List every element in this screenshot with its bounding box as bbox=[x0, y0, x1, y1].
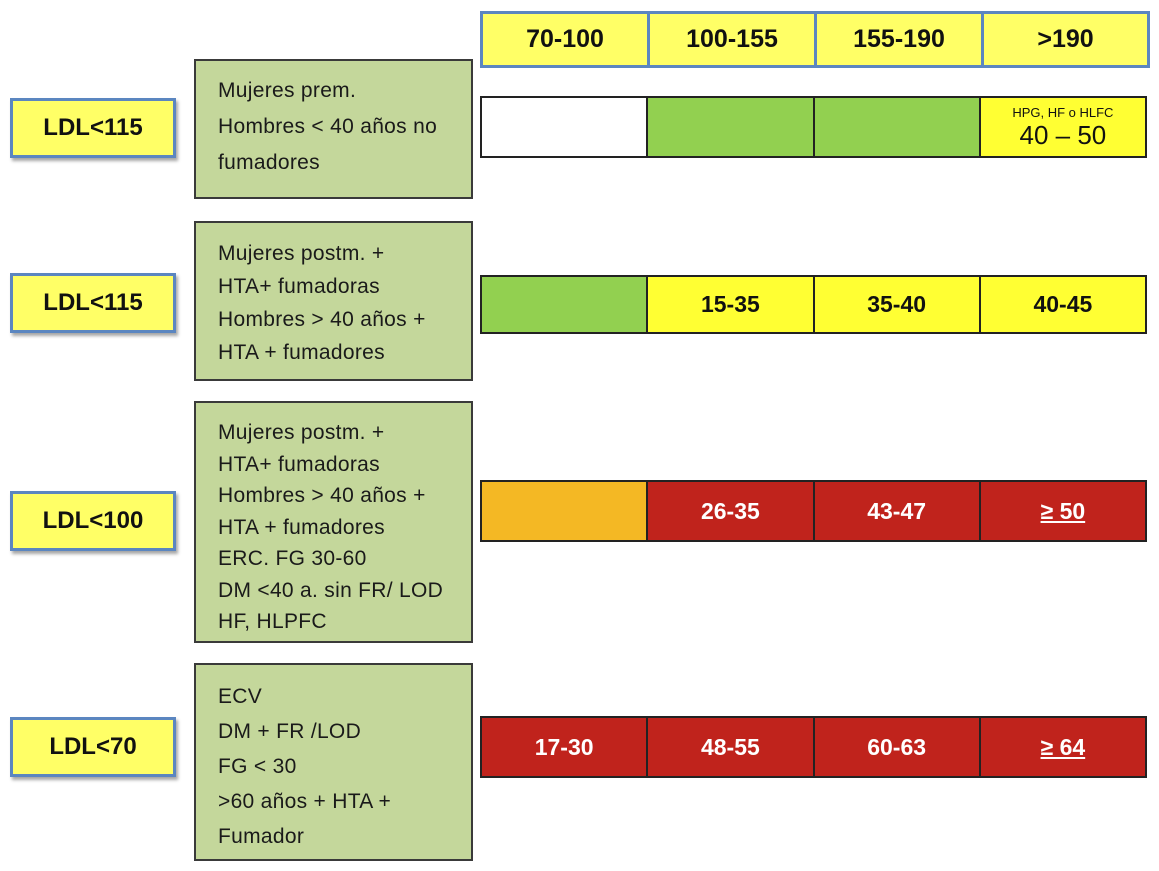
risk-cell: 35-40 bbox=[814, 277, 981, 332]
description-line: Fumador bbox=[218, 825, 305, 848]
description-line: HTA+ fumadoras bbox=[218, 452, 380, 476]
risk-cell-value: 40 – 50 bbox=[1019, 120, 1107, 150]
description-row-1: Mujeres prem. Hombres < 40 años no fumad… bbox=[194, 59, 473, 199]
risk-cell: 60-63 bbox=[814, 718, 981, 776]
description-line: Mujeres prem. bbox=[218, 79, 357, 102]
risk-cell: 40-45 bbox=[980, 277, 1145, 332]
description-line: Mujeres postm. + bbox=[218, 421, 385, 444]
header-col-3: 155-190 bbox=[814, 11, 984, 68]
risk-cell: 48-55 bbox=[648, 718, 815, 776]
risk-cell bbox=[482, 482, 649, 540]
ldl-target-row-3: LDL<100 bbox=[10, 491, 176, 551]
risk-cell-note: HPG, HF o HLFC bbox=[1012, 105, 1114, 120]
risk-cell: ≥ 50 bbox=[980, 482, 1145, 540]
description-line: HTA + fumadores bbox=[218, 341, 385, 364]
description-line: FG < 30 bbox=[218, 755, 297, 778]
risk-cell: 26-35 bbox=[648, 482, 815, 540]
header-col-1: 70-100 bbox=[480, 11, 650, 68]
description-line: >60 años + HTA + bbox=[218, 790, 392, 813]
description-row-4: ECV DM + FR /LOD FG < 30 >60 años + HTA … bbox=[194, 663, 473, 861]
description-line: ERC. FG 30-60 bbox=[218, 547, 367, 570]
description-line: Hombres > 40 años + bbox=[218, 484, 426, 507]
header-col-4: >190 bbox=[981, 11, 1150, 68]
risk-cell: 43-47 bbox=[814, 482, 981, 540]
risk-cell bbox=[482, 277, 649, 332]
description-row-3: Mujeres postm. + HTA+ fumadoras Hombres … bbox=[194, 401, 473, 643]
description-line: HTA+ fumadoras bbox=[218, 275, 380, 298]
description-line: fumadores bbox=[218, 151, 320, 174]
description-line: DM <40 a. sin FR/ LOD bbox=[218, 578, 444, 602]
ldl-target-row-2: LDL<115 bbox=[10, 273, 176, 333]
risk-bar-row-3: 26-35 43-47 ≥ 50 bbox=[480, 480, 1147, 542]
risk-cell bbox=[482, 98, 649, 156]
risk-bar-row-1: HPG, HF o HLFC 40 – 50 bbox=[480, 96, 1147, 158]
risk-cell: ≥ 64 bbox=[980, 718, 1145, 776]
risk-bar-row-2: 15-35 35-40 40-45 bbox=[480, 275, 1147, 334]
risk-cell bbox=[648, 98, 815, 156]
risk-bar-row-4: 17-30 48-55 60-63 ≥ 64 bbox=[480, 716, 1147, 778]
description-row-2: Mujeres postm. + HTA+ fumadoras Hombres … bbox=[194, 221, 473, 381]
description-line: DM + FR /LOD bbox=[218, 720, 362, 743]
description-line: HF, HLPFC bbox=[218, 610, 327, 633]
description-line: Mujeres postm. + bbox=[218, 242, 385, 265]
description-line: ECV bbox=[218, 685, 263, 708]
description-line: Hombres > 40 años + bbox=[218, 308, 426, 331]
ldl-target-row-1: LDL<115 bbox=[10, 98, 176, 158]
risk-cell: HPG, HF o HLFC 40 – 50 bbox=[980, 98, 1145, 156]
risk-cell bbox=[814, 98, 981, 156]
description-line: Hombres < 40 años no bbox=[218, 115, 438, 138]
description-line: HTA + fumadores bbox=[218, 515, 385, 539]
header-col-2: 100-155 bbox=[647, 11, 817, 68]
ldl-target-row-4: LDL<70 bbox=[10, 717, 176, 777]
risk-cell: 17-30 bbox=[482, 718, 649, 776]
risk-cell: 15-35 bbox=[648, 277, 815, 332]
